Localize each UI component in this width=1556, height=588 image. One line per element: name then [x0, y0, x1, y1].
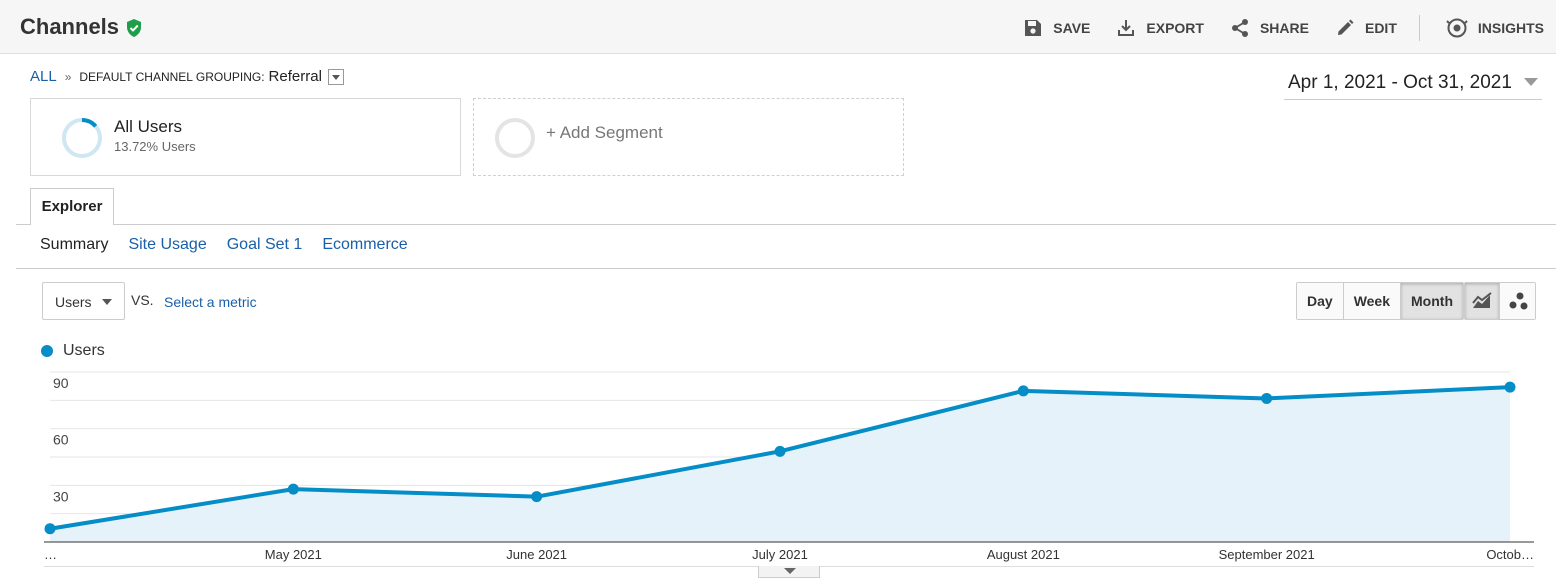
- subtab-ecommerce[interactable]: Ecommerce: [322, 236, 408, 253]
- page-title: Channels: [20, 14, 120, 39]
- add-segment-label: + Add Segment: [546, 123, 663, 142]
- x-tick-label: May 2021: [265, 547, 322, 562]
- x-tick-label: Octob…: [1486, 547, 1534, 562]
- download-icon: [1118, 20, 1135, 36]
- date-range-label: Apr 1, 2021 - Oct 31, 2021: [1288, 72, 1512, 93]
- subtab-summary[interactable]: Summary: [40, 236, 109, 253]
- action-divider: [1418, 15, 1420, 41]
- motion-chart-button[interactable]: [1500, 283, 1535, 319]
- top-bar: Channels SAVE EXPORT SHARE EDIT INSIGHTS: [0, 0, 1556, 54]
- x-tick-label: …: [44, 547, 57, 562]
- report-actions: SAVE EXPORT SHARE EDIT INSIGHTS: [997, 14, 1544, 42]
- add-segment-button[interactable]: + Add Segment: [473, 98, 904, 176]
- date-range-picker[interactable]: Apr 1, 2021 - Oct 31, 2021: [1284, 72, 1542, 100]
- breadcrumb: ALL » DEFAULT CHANNEL GROUPING: Referral: [30, 68, 344, 85]
- line-chart-icon: [1472, 292, 1492, 308]
- verified-check-icon: [127, 19, 141, 37]
- legend-users-swatch: [41, 345, 53, 357]
- x-tick-label: August 2021: [987, 547, 1060, 562]
- segment-share-ring-icon: [62, 118, 102, 158]
- data-point: [774, 445, 786, 457]
- export-label: EXPORT: [1146, 20, 1204, 36]
- edit-button[interactable]: EDIT: [1335, 18, 1397, 38]
- save-label: SAVE: [1053, 20, 1091, 36]
- chart-expand-toggle[interactable]: [758, 566, 820, 578]
- granularity-month-button[interactable]: Month: [1401, 283, 1463, 319]
- subtab-goal-set-1[interactable]: Goal Set 1: [226, 236, 303, 253]
- chevron-down-icon: [1524, 78, 1538, 86]
- breadcrumb-dimension: DEFAULT CHANNEL GROUPING:: [79, 69, 265, 84]
- data-point: [1261, 392, 1273, 404]
- save-button[interactable]: SAVE: [1023, 18, 1090, 38]
- tab-explorer[interactable]: Explorer: [30, 188, 114, 225]
- share-button[interactable]: SHARE: [1230, 18, 1309, 38]
- segment-subtitle: 13.72% Users: [114, 139, 196, 154]
- vs-label: VS.: [131, 292, 154, 308]
- series-area: [50, 387, 1510, 542]
- segment-card-all-users[interactable]: All Users 13.72% Users: [30, 98, 461, 176]
- subtab-divider: [16, 268, 1556, 269]
- metric-select[interactable]: Users: [42, 282, 125, 320]
- empty-ring-icon: [495, 118, 535, 158]
- x-tick-label: September 2021: [1219, 547, 1315, 562]
- granularity-day-button[interactable]: Day: [1297, 283, 1344, 319]
- legend-users-label: Users: [63, 342, 105, 359]
- save-icon: [1025, 20, 1042, 36]
- chart-legend: Users: [41, 342, 105, 360]
- pencil-icon: [1337, 19, 1354, 35]
- granularity-week-button[interactable]: Week: [1343, 283, 1402, 319]
- data-point: [44, 523, 56, 535]
- share-label: SHARE: [1259, 20, 1309, 36]
- segment-name: All Users: [114, 117, 183, 136]
- chart-type-toggle: [1464, 282, 1536, 320]
- y-tick-label: 60: [53, 432, 69, 448]
- breadcrumb-dropdown-icon[interactable]: [327, 68, 344, 85]
- export-button[interactable]: EXPORT: [1116, 18, 1204, 38]
- breadcrumb-all-link[interactable]: ALL: [30, 68, 57, 85]
- granularity-toggle: Day Week Month: [1296, 282, 1464, 320]
- y-tick-label: 90: [53, 375, 69, 391]
- data-point: [1017, 385, 1029, 397]
- x-tick-label: July 2021: [752, 547, 808, 562]
- line-chart-button[interactable]: [1465, 283, 1500, 319]
- bubble-chart-icon: [1509, 292, 1527, 310]
- insights-label: INSIGHTS: [1477, 20, 1544, 36]
- breadcrumb-value: Referral: [268, 68, 322, 85]
- data-point: [287, 483, 299, 495]
- explorer-subtabs: Summary Site Usage Goal Set 1 Ecommerce: [40, 236, 428, 254]
- x-tick-label: June 2021: [506, 547, 567, 562]
- insights-button[interactable]: INSIGHTS: [1446, 17, 1544, 39]
- share-icon: [1231, 19, 1248, 37]
- data-point: [1504, 381, 1516, 393]
- subtab-site-usage[interactable]: Site Usage: [128, 236, 207, 253]
- edit-label: EDIT: [1364, 20, 1397, 36]
- breadcrumb-separator: »: [64, 69, 72, 84]
- tab-baseline: [16, 224, 1556, 225]
- data-point: [531, 491, 543, 503]
- y-tick-label: 30: [53, 488, 69, 504]
- select-metric-link[interactable]: Select a metric: [164, 294, 257, 310]
- insights-icon: [1446, 18, 1468, 38]
- users-chart: 30 60 90 … May 2021 June 2021 July 2021 August …: [44, 371, 1534, 562]
